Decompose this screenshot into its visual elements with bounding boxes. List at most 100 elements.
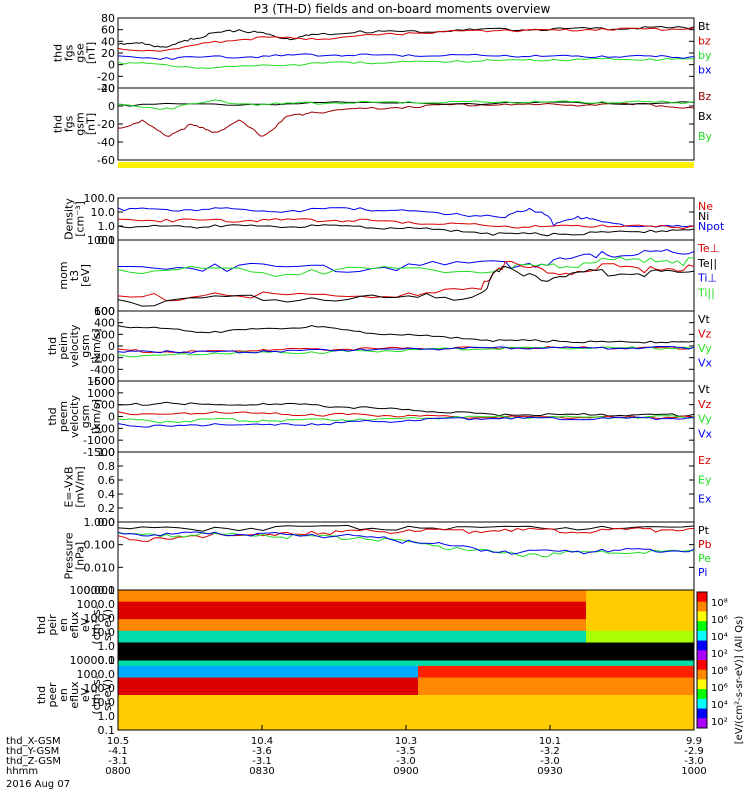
heatmap-cell — [622, 671, 635, 678]
heatmap-cell — [262, 607, 275, 614]
heatmap-cell — [502, 660, 515, 667]
heatmap-cell — [538, 712, 551, 719]
heatmap-cell — [550, 648, 563, 655]
heatmap-cell — [358, 706, 371, 713]
heatmap-cell — [466, 706, 479, 713]
heatmap-cell — [382, 700, 395, 708]
heatmap-cell — [310, 613, 323, 620]
heatmap-cell — [502, 636, 515, 643]
heatmap-cell — [658, 590, 671, 597]
heatmap-cell — [238, 595, 251, 603]
heatmap-cell — [190, 700, 203, 708]
heatmap-cell — [238, 648, 251, 655]
y-axis-label: E=-VxB[mV/m] — [63, 466, 87, 507]
y-tick-label: 10000.0 — [70, 584, 116, 597]
heatmap-cell — [142, 671, 155, 678]
heatmap-cell — [130, 665, 143, 673]
heatmap-cell — [382, 683, 395, 690]
heatmap-cell — [214, 636, 227, 643]
heatmap-cell — [418, 683, 431, 690]
heatmap-cell — [586, 607, 599, 614]
heatmap-cell — [574, 642, 587, 649]
heatmap-cell — [382, 595, 395, 603]
heatmap-cell — [310, 689, 323, 696]
heatmap-cell — [586, 590, 599, 597]
heatmap-cell — [322, 665, 335, 673]
heatmap-cell — [118, 683, 131, 690]
heatmap-cell — [166, 613, 179, 620]
heatmap-cell — [130, 654, 143, 661]
heatmap-cell — [274, 677, 287, 684]
heatmap-cell — [154, 613, 167, 620]
heatmap-cell — [502, 718, 515, 725]
heatmap-cell — [358, 595, 371, 603]
heatmap-cell — [130, 689, 143, 696]
heatmap-cell — [622, 595, 635, 603]
y-axis-label-line: eflux — [68, 611, 81, 639]
heatmap-cell — [178, 677, 191, 684]
heatmap-cell — [622, 613, 635, 620]
heatmap-cell — [322, 595, 335, 603]
heatmap-cell — [610, 718, 623, 725]
heatmap-cell — [130, 683, 143, 690]
heatmap-cell — [538, 648, 551, 655]
heatmap-cell — [298, 630, 311, 638]
heatmap-cell — [370, 677, 383, 684]
heatmap-cell — [142, 706, 155, 713]
heatmap-cell — [538, 706, 551, 713]
series-line-Ti|| — [117, 256, 695, 278]
heatmap-cell — [670, 630, 683, 638]
heatmap-cell — [202, 642, 215, 649]
heatmap-cell — [142, 677, 155, 684]
heatmap-cell — [490, 660, 503, 667]
heatmap-cell — [214, 630, 227, 638]
heatmap-cell — [346, 642, 359, 649]
heatmap-cell — [394, 700, 407, 708]
heatmap-cell — [502, 706, 515, 713]
heatmap-cell — [430, 619, 443, 626]
y-tick-label: 1.0 — [98, 640, 116, 653]
legend-label: Ey — [698, 473, 712, 486]
heatmap-cell — [442, 677, 455, 684]
heatmap-cell — [430, 671, 443, 678]
heatmap-cell — [646, 671, 659, 678]
heatmap-cell — [634, 642, 647, 649]
heatmap-cell — [490, 683, 503, 690]
heatmap-cell — [538, 590, 551, 597]
y-axis-label-line: en — [57, 688, 70, 702]
heatmap-cell — [286, 601, 299, 608]
heatmap-cell — [538, 636, 551, 643]
heatmap-cell — [682, 613, 695, 620]
heatmap-cell — [394, 590, 407, 597]
heatmap-cell — [610, 671, 623, 678]
heatmap-cell — [406, 595, 419, 603]
heatmap-cell — [118, 601, 131, 608]
heatmap-cell — [394, 724, 407, 731]
heatmap-cell — [526, 660, 539, 667]
heatmap-cell — [406, 706, 419, 713]
heatmap-cell — [346, 683, 359, 690]
heatmap-cell — [382, 689, 395, 696]
heatmap-cell — [514, 636, 527, 643]
heatmap-cell — [166, 665, 179, 673]
heatmap-cell — [406, 613, 419, 620]
heatmap-cell — [442, 683, 455, 690]
heatmap-cell — [454, 677, 467, 684]
y-tick-label: 10.0 — [91, 206, 116, 219]
y-tick-label: 1000 — [87, 234, 115, 247]
x-tick-label: 10.3 — [395, 736, 417, 747]
heatmap-cell — [646, 625, 659, 632]
heatmap-cell — [358, 619, 371, 626]
heatmap-cell — [598, 636, 611, 643]
heatmap-cell — [370, 648, 383, 655]
heatmap-cell — [298, 613, 311, 620]
heatmap-cell — [382, 613, 395, 620]
heatmap-cell — [490, 613, 503, 620]
heatmap-cell — [490, 665, 503, 673]
heatmap-cell — [682, 706, 695, 713]
heatmap-cell — [406, 619, 419, 626]
heatmap-cell — [430, 654, 443, 661]
heatmap-cell — [178, 683, 191, 690]
x-tick-label: -3.1 — [252, 756, 272, 767]
heatmap-cell — [250, 613, 263, 620]
